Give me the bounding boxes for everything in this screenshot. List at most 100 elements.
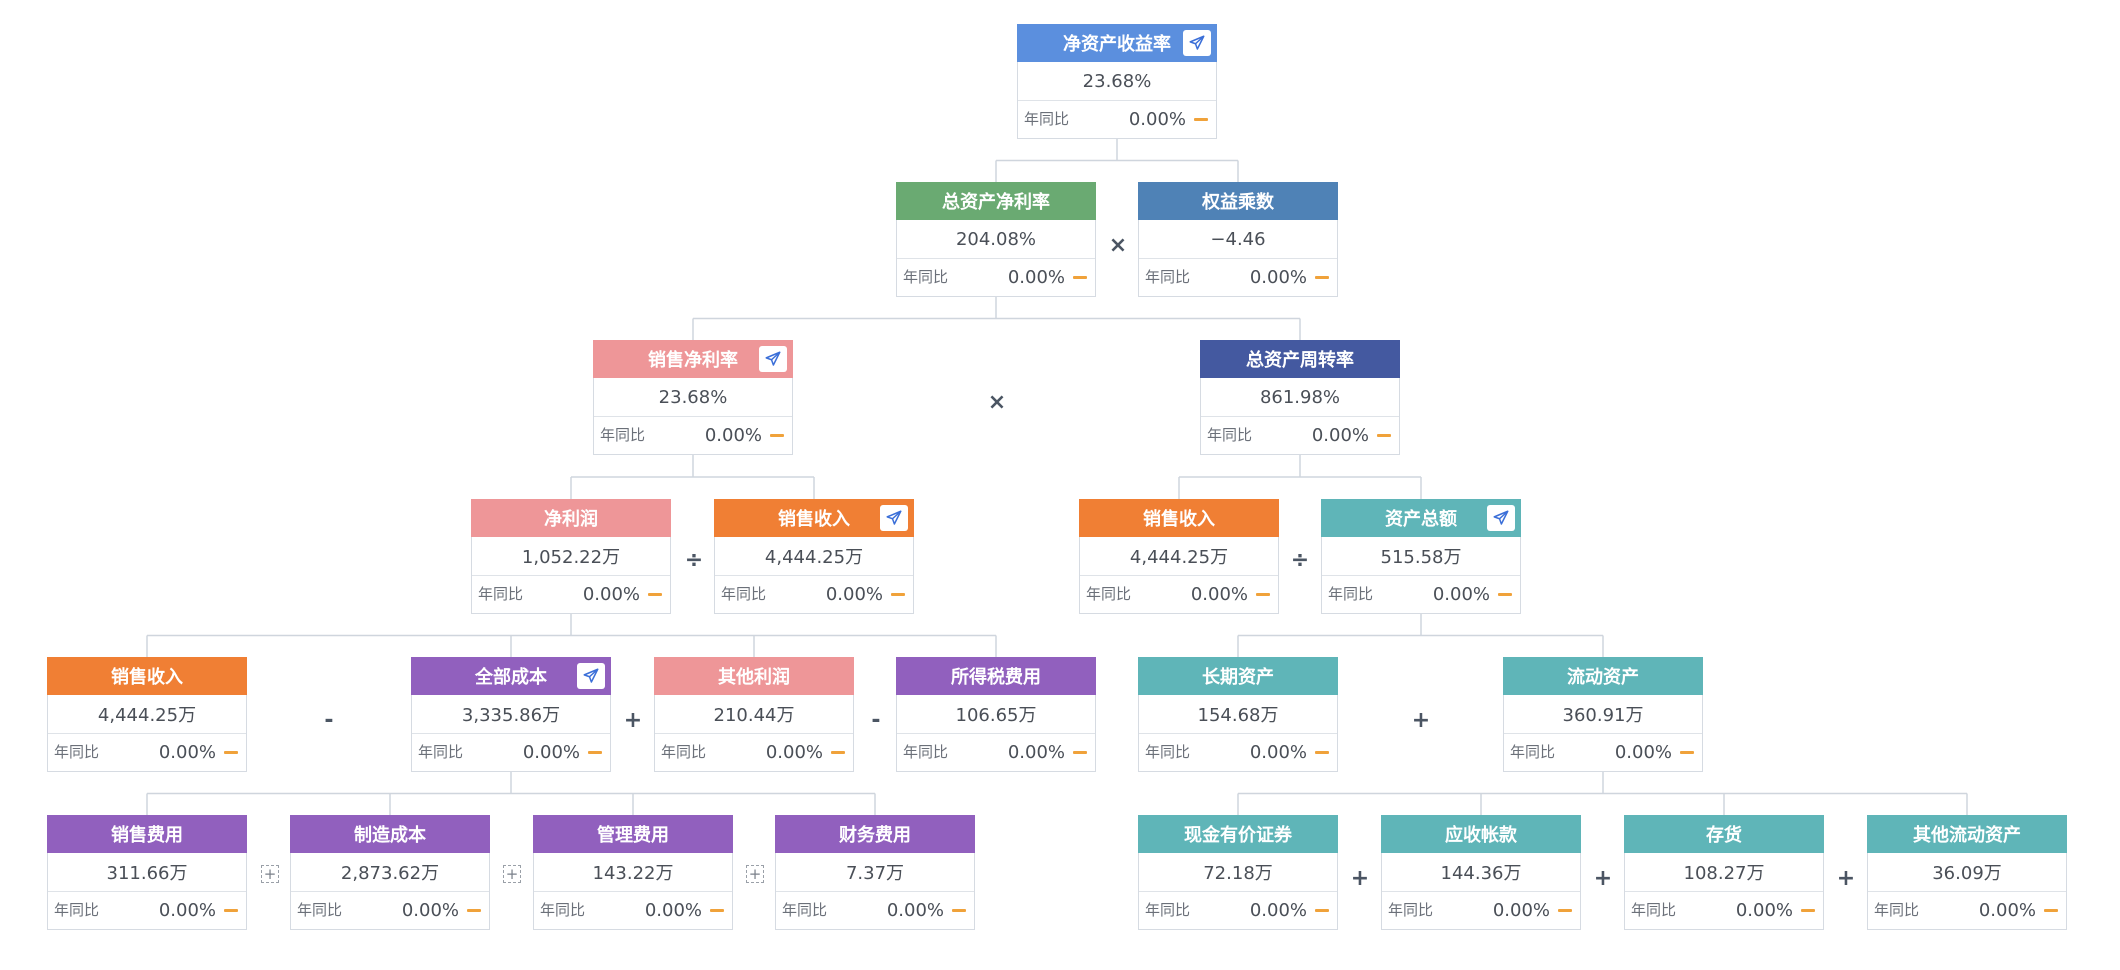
yoy-label: 年同比 bbox=[1145, 901, 1191, 919]
node-title: 总资产净利率 bbox=[896, 182, 1096, 220]
node-title: 应收帐款 bbox=[1381, 815, 1581, 853]
expand-box-icon[interactable]: + bbox=[503, 865, 521, 883]
node-yoy-row: 年同比 0.00% bbox=[48, 892, 246, 929]
node-em[interactable]: 权益乘数 −4.46 年同比 0.00% bbox=[1138, 182, 1338, 297]
yoy-value: 0.00% bbox=[1432, 584, 1490, 605]
yoy-value: 0.00% bbox=[1007, 267, 1065, 288]
yoy-value: 0.00% bbox=[704, 425, 762, 446]
node-inv[interactable]: 存货 108.27万 年同比 0.00% bbox=[1624, 815, 1824, 930]
operator-multiply: × bbox=[987, 389, 1007, 415]
node-yoy-row: 年同比 0.00% bbox=[1139, 259, 1337, 296]
node-npm[interactable]: 销售净利率 23.68% 年同比 0.00% bbox=[593, 340, 793, 455]
flat-trend-icon bbox=[891, 593, 905, 596]
yoy-value: 0.00% bbox=[401, 900, 459, 921]
node-yoy-row: 年同比 0.00% bbox=[1322, 576, 1520, 613]
node-title: 销售收入 bbox=[47, 657, 247, 695]
node-yoy-row: 年同比 0.00% bbox=[1868, 892, 2066, 929]
yoy-label: 年同比 bbox=[1207, 426, 1253, 444]
flat-trend-icon bbox=[588, 751, 602, 754]
share-icon[interactable] bbox=[1487, 505, 1515, 531]
node-value: 7.37万 bbox=[776, 853, 974, 892]
flat-trend-icon bbox=[952, 909, 966, 912]
node-title: 所得税费用 bbox=[896, 657, 1096, 695]
flat-trend-icon bbox=[1801, 909, 1815, 912]
node-title-text: 净资产收益率 bbox=[1063, 34, 1171, 55]
node-yoy-row: 年同比 0.00% bbox=[655, 734, 853, 771]
node-roe[interactable]: 净资产收益率 23.68% 年同比 0.00% bbox=[1017, 24, 1217, 139]
node-title: 管理费用 bbox=[533, 815, 733, 853]
flat-trend-icon bbox=[1194, 118, 1208, 121]
node-op[interactable]: 其他利润 210.44万 年同比 0.00% bbox=[654, 657, 854, 772]
node-oca[interactable]: 其他流动资产 36.09万 年同比 0.00% bbox=[1867, 815, 2067, 930]
flat-trend-icon bbox=[1315, 909, 1329, 912]
operator-multiply: × bbox=[1108, 232, 1128, 258]
yoy-value: 0.00% bbox=[1614, 742, 1672, 763]
node-title-text: 所得税费用 bbox=[951, 667, 1041, 688]
operator-minus: - bbox=[871, 707, 881, 733]
node-lta[interactable]: 长期资产 154.68万 年同比 0.00% bbox=[1138, 657, 1338, 772]
node-yoy-row: 年同比 0.00% bbox=[472, 576, 670, 613]
node-yoy-row: 年同比 0.00% bbox=[1625, 892, 1823, 929]
node-yoy-row: 年同比 0.00% bbox=[594, 417, 792, 454]
node-value: 72.18万 bbox=[1139, 853, 1337, 892]
operator-divide: ÷ bbox=[684, 547, 704, 573]
yoy-value: 0.00% bbox=[1190, 584, 1248, 605]
node-value: 143.22万 bbox=[534, 853, 732, 892]
share-icon[interactable] bbox=[577, 663, 605, 689]
node-yoy-row: 年同比 0.00% bbox=[776, 892, 974, 929]
yoy-label: 年同比 bbox=[478, 585, 524, 603]
yoy-label: 年同比 bbox=[661, 743, 707, 761]
flat-trend-icon bbox=[1680, 751, 1694, 754]
node-value: −4.46 bbox=[1139, 220, 1337, 259]
expand-box-icon[interactable]: + bbox=[261, 865, 279, 883]
yoy-label: 年同比 bbox=[54, 743, 100, 761]
expand-box-icon[interactable]: + bbox=[746, 865, 764, 883]
flat-trend-icon bbox=[1315, 276, 1329, 279]
node-value: 23.68% bbox=[1018, 62, 1216, 101]
yoy-value: 0.00% bbox=[1492, 900, 1550, 921]
yoy-label: 年同比 bbox=[1145, 743, 1191, 761]
node-rev1[interactable]: 销售收入 4,444.25万 年同比 0.00% bbox=[714, 499, 914, 614]
share-icon[interactable] bbox=[880, 505, 908, 531]
node-cash[interactable]: 现金有价证券 72.18万 年同比 0.00% bbox=[1138, 815, 1338, 930]
node-ae[interactable]: 管理费用 143.22万 年同比 0.00% bbox=[533, 815, 733, 930]
share-icon[interactable] bbox=[1183, 30, 1211, 56]
node-title-text: 销售收入 bbox=[1143, 509, 1215, 530]
node-rev2[interactable]: 销售收入 4,444.25万 年同比 0.00% bbox=[1079, 499, 1279, 614]
node-title-text: 其他利润 bbox=[718, 667, 790, 688]
node-tat[interactable]: 总资产周转率 861.98% 年同比 0.00% bbox=[1200, 340, 1400, 455]
node-title: 销售收入 bbox=[1079, 499, 1279, 537]
flat-trend-icon bbox=[1498, 593, 1512, 596]
node-ar[interactable]: 应收帐款 144.36万 年同比 0.00% bbox=[1381, 815, 1581, 930]
node-value: 108.27万 bbox=[1625, 853, 1823, 892]
yoy-label: 年同比 bbox=[1024, 110, 1070, 128]
yoy-value: 0.00% bbox=[158, 742, 216, 763]
node-mc[interactable]: 制造成本 2,873.62万 年同比 0.00% bbox=[290, 815, 490, 930]
yoy-value: 0.00% bbox=[825, 584, 883, 605]
node-title: 净利润 bbox=[471, 499, 671, 537]
node-title: 销售收入 bbox=[714, 499, 914, 537]
node-value: 204.08% bbox=[897, 220, 1095, 259]
node-value: 4,444.25万 bbox=[48, 695, 246, 734]
yoy-label: 年同比 bbox=[1328, 585, 1374, 603]
node-ta[interactable]: 资产总额 515.58万 年同比 0.00% bbox=[1321, 499, 1521, 614]
flat-trend-icon bbox=[648, 593, 662, 596]
node-title: 流动资产 bbox=[1503, 657, 1703, 695]
node-roa[interactable]: 总资产净利率 204.08% 年同比 0.00% bbox=[896, 182, 1096, 297]
node-se[interactable]: 销售费用 311.66万 年同比 0.00% bbox=[47, 815, 247, 930]
yoy-label: 年同比 bbox=[1631, 901, 1677, 919]
node-tc[interactable]: 全部成本 3,335.86万 年同比 0.00% bbox=[411, 657, 611, 772]
node-rev3[interactable]: 销售收入 4,444.25万年同比 0.00% bbox=[47, 657, 247, 772]
operator-plus: + bbox=[1593, 865, 1613, 891]
node-fe[interactable]: 财务费用 7.37万 年同比 0.00% bbox=[775, 815, 975, 930]
node-tax[interactable]: 所得税费用 106.65万 年同比 0.00% bbox=[896, 657, 1096, 772]
node-ca[interactable]: 流动资产 360.91万 年同比 0.00% bbox=[1503, 657, 1703, 772]
share-icon[interactable] bbox=[759, 346, 787, 372]
flat-trend-icon bbox=[2044, 909, 2058, 912]
node-value: 4,444.25万 bbox=[1080, 537, 1278, 576]
node-np[interactable]: 净利润 1,052.22万 年同比 0.00% bbox=[471, 499, 671, 614]
node-title: 其他利润 bbox=[654, 657, 854, 695]
yoy-value: 0.00% bbox=[522, 742, 580, 763]
yoy-value: 0.00% bbox=[644, 900, 702, 921]
